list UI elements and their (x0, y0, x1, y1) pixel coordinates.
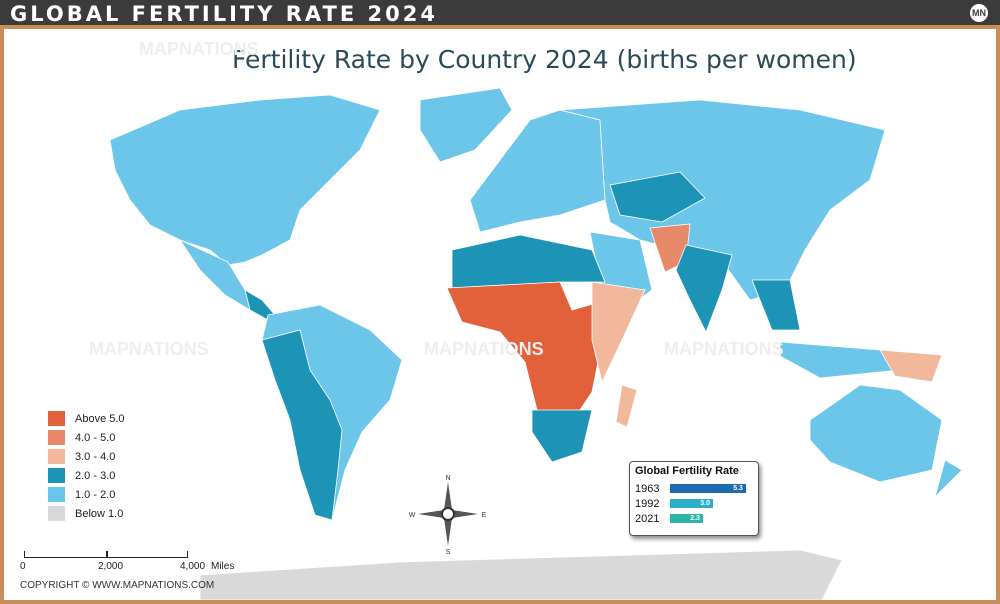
watermark: MAPNATIONS (424, 339, 544, 359)
legend-item: 1.0 - 2.0 (48, 485, 125, 504)
legend-swatch (48, 506, 65, 521)
watermark: MAPNATIONS (89, 339, 209, 359)
western-central-africa (446, 281, 621, 423)
australia (809, 384, 943, 483)
legend-label: 4.0 - 5.0 (75, 431, 116, 444)
north-america (109, 94, 381, 266)
year-label: 1992 (635, 497, 660, 510)
legend-item: Above 5.0 (48, 409, 125, 428)
legend-label: 3.0 - 4.0 (75, 450, 116, 463)
madagascar (615, 384, 638, 428)
legend-label: 1.0 - 2.0 (75, 488, 116, 501)
world-map (109, 87, 963, 600)
compass-w: W (409, 512, 416, 519)
legend-item: 4.0 - 5.0 (48, 428, 125, 447)
legend-item: 3.0 - 4.0 (48, 447, 125, 466)
watermark: MAPNATIONS (139, 39, 259, 59)
southern-africa (531, 409, 593, 463)
legend-swatch (48, 449, 65, 464)
compass-rose-icon: N S W E (409, 475, 487, 554)
rate-bar: 5.3 (670, 484, 746, 493)
map-frame: Fertility Rate by Country 2024 (births p… (4, 29, 996, 600)
southeast-asia (751, 279, 801, 331)
antarctica (199, 549, 843, 600)
compass-n: N (445, 475, 450, 482)
legend-swatch (48, 487, 65, 502)
mapnations-logo: MN (970, 4, 988, 22)
compass-e: E (482, 512, 487, 519)
north-africa (451, 234, 606, 289)
year-label: 1963 (635, 482, 660, 495)
legend-swatch (48, 430, 65, 445)
south-america-west (261, 329, 343, 521)
new-zealand (934, 459, 963, 499)
page-title: GLOBAL FERTILITY RATE 2024 (10, 2, 438, 26)
rate-bar: 3.0 (670, 499, 713, 508)
watermark: MAPNATIONS (664, 339, 784, 359)
indonesia (779, 341, 901, 379)
legend-item: Below 1.0 (48, 504, 125, 523)
east-africa (591, 281, 646, 384)
legend-swatch (48, 468, 65, 483)
papua-new-guinea (879, 349, 943, 383)
global-rate-row: 1992 3.0 (635, 496, 753, 511)
legend-label: Below 1.0 (75, 507, 124, 520)
copyright: COPYRIGHT © WWW.MAPNATIONS.COM (20, 580, 215, 591)
scale-tick: 0 (20, 561, 26, 572)
kazakhstan (609, 171, 706, 223)
global-fertility-rate-box: Global Fertility Rate 1963 5.3 1992 3.0 20… (629, 461, 759, 536)
map-title: Fertility Rate by Country 2024 (births p… (232, 45, 857, 74)
scale-unit: Miles (211, 561, 235, 572)
compass-s: S (446, 549, 451, 554)
greenland (419, 87, 513, 163)
year-label: 2021 (635, 512, 660, 525)
scale-tick: 4,000 (180, 561, 206, 572)
legend-label: Above 5.0 (75, 412, 125, 425)
legend-item: 2.0 - 3.0 (48, 466, 125, 485)
legend-swatch (48, 411, 65, 426)
rate-bar: 2.3 (670, 514, 703, 523)
global-rate-row: 1963 5.3 (635, 481, 753, 496)
header-bar: GLOBAL FERTILITY RATE 2024 MN (0, 0, 1000, 27)
legend: Above 5.0 4.0 - 5.0 3.0 - 4.0 2.0 - 3.0 … (48, 409, 125, 523)
global-rate-title: Global Fertility Rate (635, 465, 739, 477)
scale-tick: 2,000 (98, 561, 124, 572)
india (675, 244, 733, 333)
global-rate-row: 2021 2.3 (635, 511, 753, 526)
legend-label: 2.0 - 3.0 (75, 469, 116, 482)
